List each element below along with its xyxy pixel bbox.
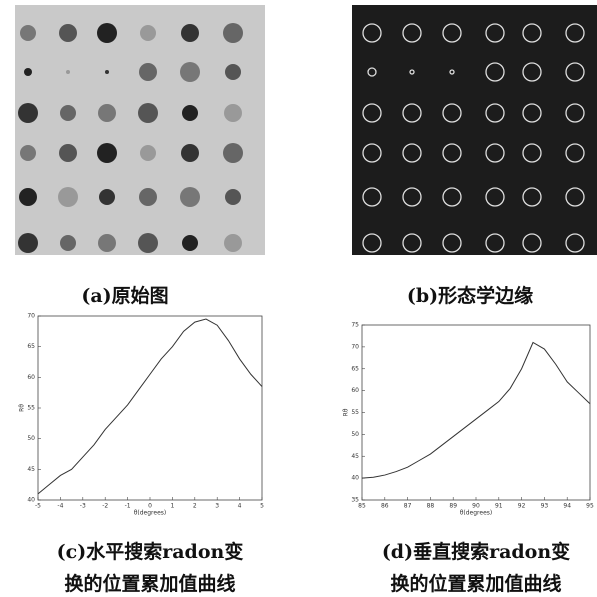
dot — [225, 189, 241, 205]
dot — [20, 25, 36, 41]
dot — [18, 103, 38, 123]
y-tick-label: 70 — [351, 343, 359, 350]
y-tick-label: 60 — [27, 374, 35, 381]
y-tick-label: 40 — [27, 497, 35, 504]
dot — [60, 235, 76, 251]
dot — [223, 23, 243, 43]
dot — [19, 188, 37, 206]
dot — [98, 234, 116, 252]
caption: (c)水平搜索radon变 — [57, 540, 244, 563]
y-tick-label: 50 — [27, 435, 35, 442]
x-axis-label: θ(degrees) — [134, 510, 167, 517]
dot — [99, 189, 115, 205]
y-tick-label: 65 — [351, 365, 359, 372]
edge-image — [352, 5, 597, 255]
x-tick-label: 5 — [260, 503, 264, 510]
x-tick-label: 1 — [170, 503, 174, 510]
caption: (a)原始图 — [81, 284, 168, 307]
dot — [223, 143, 243, 163]
dot — [181, 24, 199, 42]
x-tick-label: 91 — [495, 503, 503, 510]
dot — [60, 105, 76, 121]
caption: (d)垂直搜索radon变 — [382, 540, 570, 563]
x-tick-label: 86 — [381, 503, 389, 510]
dot — [24, 68, 32, 76]
dot — [140, 145, 156, 161]
dot — [139, 63, 157, 81]
dot — [59, 144, 77, 162]
dot — [182, 105, 198, 121]
x-tick-label: -5 — [35, 503, 41, 510]
x-tick-label: -2 — [102, 503, 108, 510]
x-tick-label: 90 — [472, 503, 480, 510]
dot — [180, 187, 200, 207]
y-tick-label: 55 — [27, 405, 35, 412]
dot — [180, 62, 200, 82]
x-tick-label: 0 — [148, 503, 152, 510]
x-tick-label: -4 — [57, 503, 63, 510]
y-tick-label: 45 — [351, 453, 359, 460]
x-tick-label: 3 — [215, 503, 219, 510]
dot — [97, 23, 117, 43]
x-tick-label: 95 — [586, 503, 594, 510]
x-tick-label: 87 — [404, 503, 412, 510]
plot-frame — [38, 316, 262, 500]
caption: 换的位置累加值曲线 — [390, 572, 561, 595]
dot — [20, 145, 36, 161]
y-tick-label: 50 — [351, 431, 359, 438]
original-image — [15, 5, 265, 255]
y-tick-label: 35 — [351, 497, 359, 504]
caption: (b)形态学边缘 — [407, 284, 533, 307]
x-tick-label: 92 — [518, 503, 526, 510]
x-tick-label: -3 — [80, 503, 86, 510]
dot — [224, 104, 242, 122]
y-axis-label: Rθ — [19, 404, 26, 412]
x-tick-label: -1 — [125, 503, 131, 510]
plot-frame — [362, 325, 590, 500]
dot — [98, 104, 116, 122]
dot — [224, 234, 242, 252]
y-tick-label: 70 — [27, 313, 35, 320]
x-tick-label: 93 — [541, 503, 549, 510]
dot — [182, 235, 198, 251]
figure: (a)原始图 (b)形态学边缘 -5-4-3-2-101234540455055… — [0, 0, 597, 597]
x-tick-label: 88 — [427, 503, 435, 510]
dot — [140, 25, 156, 41]
line — [38, 319, 262, 494]
y-axis-label: Rθ — [343, 408, 350, 416]
dot — [225, 64, 241, 80]
dot — [18, 233, 38, 253]
line — [362, 343, 590, 479]
x-tick-label: 89 — [449, 503, 457, 510]
y-tick-label: 60 — [351, 387, 359, 394]
dot — [105, 70, 109, 74]
dot — [59, 24, 77, 42]
x-tick-label: 4 — [238, 503, 242, 510]
dot — [181, 144, 199, 162]
dot — [138, 103, 158, 123]
y-tick-label: 40 — [351, 475, 359, 482]
dot — [66, 70, 70, 74]
caption: 换的位置累加值曲线 — [64, 572, 235, 595]
x-tick-label: 85 — [358, 503, 366, 510]
y-tick-label: 65 — [27, 343, 35, 350]
x-tick-label: 2 — [193, 503, 197, 510]
y-tick-label: 75 — [351, 322, 359, 329]
x-axis-label: θ(degrees) — [460, 510, 493, 517]
y-tick-label: 45 — [27, 466, 35, 473]
dot — [58, 187, 78, 207]
dot — [139, 188, 157, 206]
dot — [138, 233, 158, 253]
y-tick-label: 55 — [351, 409, 359, 416]
dot — [97, 143, 117, 163]
x-tick-label: 94 — [563, 503, 571, 510]
